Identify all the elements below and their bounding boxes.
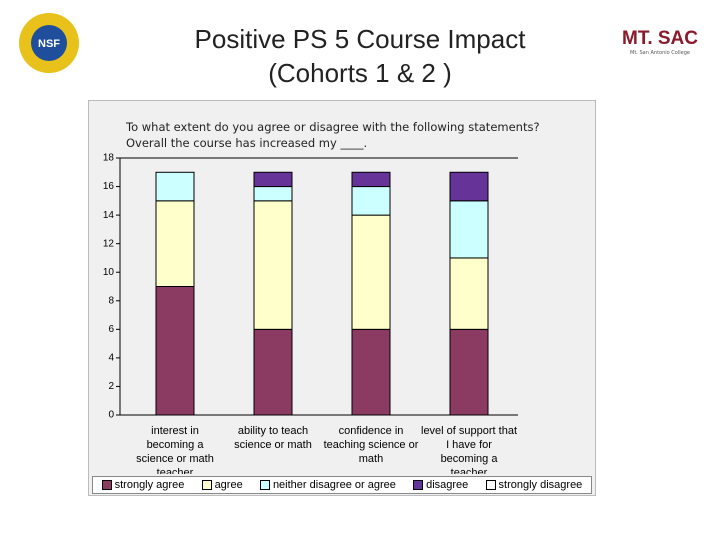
x-tick-label: ability to teach science or math	[234, 425, 312, 451]
bar-segment	[351, 186, 391, 216]
legend-item: strongly agree	[101, 479, 185, 491]
legend-label: strongly disagree	[498, 479, 583, 491]
legend-swatch	[101, 480, 112, 491]
bar-segment	[449, 200, 489, 259]
x-tick-label: interest in becoming a science or math t…	[136, 425, 214, 474]
logo-globe	[31, 25, 67, 61]
y-tick-label: 16	[103, 181, 115, 192]
bar-segment	[253, 328, 293, 416]
bar-segment	[449, 171, 489, 202]
y-tick-label: 12	[103, 238, 115, 249]
legend-swatch	[485, 480, 496, 491]
bar-segment	[253, 200, 293, 330]
bar-segment	[253, 171, 293, 188]
bar-segment	[155, 286, 195, 416]
x-tick-label: level of support that I have for becomin…	[421, 425, 517, 474]
y-tick-label: 8	[108, 295, 114, 306]
legend-item: strongly disagree	[485, 479, 583, 491]
legend-item: disagree	[413, 479, 468, 491]
nsf-logo: NSF	[19, 13, 79, 73]
legend: strongly agree agree neither disagree or a…	[92, 476, 592, 494]
y-tick-label: 18	[103, 153, 115, 164]
y-tick-label: 0	[108, 410, 114, 421]
chart-question: To what extent do you agree or disagree …	[126, 120, 540, 150]
legend-item: neither disagree or agree	[259, 479, 396, 491]
y-tick-label: 6	[108, 324, 114, 335]
logo-text: NSF	[38, 38, 60, 50]
legend-label: neither disagree or agree	[272, 479, 396, 491]
legend-label: agree	[214, 479, 243, 491]
legend-label: disagree	[426, 479, 469, 491]
mtsac-logo: MT. SAC Mt. San Antonio College	[620, 28, 700, 56]
bar-segment	[351, 328, 391, 416]
bar-segment	[253, 186, 293, 202]
bar-segment	[449, 328, 489, 416]
bar-segment	[351, 214, 391, 330]
bar-segment	[155, 200, 195, 287]
y-tick-label: 14	[103, 210, 115, 221]
bar-segment	[449, 257, 489, 330]
x-tick-label: confidence in teaching science or math	[323, 425, 419, 465]
title: Positive PS 5 Course Impact	[194, 24, 526, 54]
bar-segment	[155, 171, 195, 202]
legend-swatch	[259, 480, 270, 491]
y-tick-label: 10	[103, 267, 115, 278]
legend-swatch	[201, 480, 212, 491]
legend-label: strongly agree	[114, 479, 185, 491]
legend-swatch	[413, 480, 424, 491]
y-tick-label: 4	[108, 353, 114, 364]
logo-caption: Mt. San Antonio College	[630, 50, 690, 56]
y-tick-label: 2	[108, 381, 114, 392]
bar-segment	[351, 171, 391, 188]
logo-text: MT. SAC	[622, 28, 698, 49]
legend-item: agree	[201, 479, 243, 491]
slide-title: Positive PS 5 Course Impact (Cohorts 1 &…	[160, 22, 560, 90]
subtitle: (Cohorts 1 & 2 )	[268, 58, 452, 88]
